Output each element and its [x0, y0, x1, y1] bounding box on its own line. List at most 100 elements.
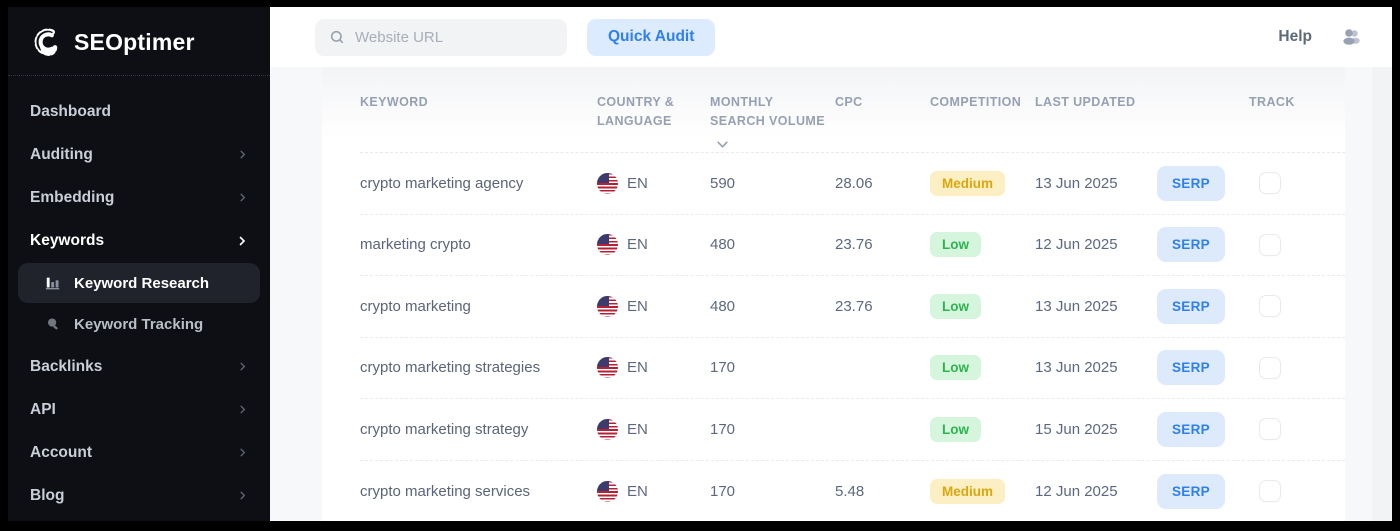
chevron-right-icon	[236, 235, 248, 247]
column-header-cpc[interactable]: CPC	[835, 95, 863, 109]
last-updated-cell: 15 Jun 2025	[1035, 420, 1118, 438]
volume-cell: 590	[710, 174, 736, 192]
volume-cell: 480	[710, 236, 736, 254]
sidebar-item-label: Keyword Tracking	[74, 315, 204, 333]
column-header-monthly-search-volume[interactable]: MONTHLY SEARCH VOLUME	[710, 93, 835, 155]
bar-chart-icon	[44, 274, 62, 292]
sidebar-item-label: Dashboard	[30, 102, 111, 120]
sidebar-item-api[interactable]: API	[8, 388, 270, 431]
cpc-cell: 28.06	[835, 174, 873, 192]
chevron-right-icon	[237, 490, 248, 501]
serp-button[interactable]: SERP	[1157, 165, 1225, 201]
sidebar-item-backlinks[interactable]: Backlinks	[8, 345, 270, 388]
column-header-track[interactable]: TRACK	[1249, 95, 1295, 109]
competition-badge: Low	[930, 232, 981, 258]
sidebar-item-blog[interactable]: Blog	[8, 474, 270, 517]
volume-cell: 480	[710, 297, 736, 315]
us-flag-icon	[597, 480, 618, 502]
sidebar-item-account[interactable]: Account	[8, 431, 270, 474]
quick-audit-button[interactable]: Quick Audit	[587, 18, 716, 56]
logo[interactable]: SEOptimer	[8, 7, 270, 75]
competition-badge: Low	[930, 293, 981, 319]
track-checkbox[interactable]	[1259, 233, 1281, 256]
scrollbar-track[interactable]	[1372, 67, 1392, 521]
chevron-right-icon	[237, 361, 248, 372]
sidebar-item-label: Keywords	[30, 231, 105, 249]
sort-descending-icon[interactable]	[716, 136, 825, 155]
app-window: SEOptimer Dashboard Auditing Embedding K…	[8, 7, 1392, 521]
volume-cell: 170	[710, 359, 736, 377]
keyword-cell: crypto marketing strategies	[360, 359, 541, 377]
sidebar-item-keyword-tracking[interactable]: Keyword Tracking	[18, 304, 260, 344]
competition-badge: Medium	[930, 478, 1006, 504]
column-header-last-updated[interactable]: LAST UPDATED	[1035, 95, 1136, 109]
language-cell: EN	[627, 420, 648, 438]
us-flag-icon	[597, 295, 618, 317]
us-flag-icon	[597, 357, 618, 379]
language-cell: EN	[627, 482, 648, 500]
competition-badge: Medium	[930, 170, 1006, 196]
keywords-submenu: Keyword Research Keyword Tracking	[8, 263, 270, 344]
keyword-cell: crypto marketing strategy	[360, 420, 529, 438]
serp-button[interactable]: SERP	[1157, 288, 1225, 324]
last-updated-cell: 13 Jun 2025	[1035, 174, 1118, 192]
sidebar-item-auditing[interactable]: Auditing	[8, 133, 270, 176]
serp-button[interactable]: SERP	[1157, 227, 1225, 263]
sidebar-item-label: Account	[30, 443, 92, 461]
logo-text: SEOptimer	[74, 28, 195, 55]
cpc-cell: 5.48	[835, 482, 865, 500]
cpc-cell: 23.76	[835, 236, 873, 254]
column-header-competition[interactable]: COMPETITION	[930, 95, 1022, 109]
serp-button[interactable]: SERP	[1157, 411, 1225, 447]
keyword-cell: marketing crypto	[360, 236, 471, 254]
last-updated-cell: 12 Jun 2025	[1035, 236, 1118, 254]
serp-button[interactable]: SERP	[1157, 350, 1225, 386]
keyword-cell: crypto marketing agency	[360, 174, 524, 192]
sidebar-item-label: Embedding	[30, 188, 115, 206]
topbar-right: Help	[1278, 25, 1364, 49]
track-checkbox[interactable]	[1259, 418, 1281, 441]
sidebar-item-keywords[interactable]: Keywords	[8, 219, 270, 262]
track-checkbox[interactable]	[1259, 480, 1281, 503]
language-cell: EN	[627, 359, 648, 377]
us-flag-icon	[597, 418, 618, 440]
last-updated-cell: 12 Jun 2025	[1035, 482, 1118, 500]
last-updated-cell: 13 Jun 2025	[1035, 359, 1118, 377]
keyword-cell: crypto marketing services	[360, 482, 531, 500]
keyword-table-row: crypto marketing services EN 170 5.48 Me…	[360, 461, 1345, 522]
track-checkbox[interactable]	[1259, 172, 1281, 195]
sidebar-item-label: Blog	[30, 486, 65, 504]
main-area: Quick Audit Help KEYWORD COUNTR	[270, 7, 1392, 521]
content-area: KEYWORD COUNTRY & LANGUAGE MONTHLY SEARC…	[270, 67, 1392, 521]
sidebar-item-keyword-research[interactable]: Keyword Research	[18, 263, 260, 303]
track-checkbox[interactable]	[1259, 356, 1281, 379]
column-header-label: MONTHLY SEARCH VOLUME	[710, 95, 825, 129]
search-icon	[329, 29, 345, 45]
column-header-country-language[interactable]: COUNTRY & LANGUAGE	[597, 95, 675, 129]
search-input[interactable]	[355, 28, 553, 46]
sidebar-item-label: Keyword Research	[74, 274, 210, 292]
sidebar: SEOptimer Dashboard Auditing Embedding K…	[8, 7, 270, 521]
sidebar-divider	[8, 75, 270, 76]
competition-badge: Low	[930, 416, 981, 442]
language-cell: EN	[627, 236, 648, 254]
keyword-table-row: crypto marketing strategy EN 170 Low 15 …	[360, 399, 1345, 461]
website-url-search[interactable]	[315, 18, 567, 56]
sidebar-item-label: Auditing	[30, 145, 93, 163]
sidebar-item-dashboard[interactable]: Dashboard	[8, 90, 270, 133]
track-checkbox[interactable]	[1259, 295, 1281, 318]
serp-button[interactable]: SERP	[1157, 473, 1225, 509]
column-header-keyword[interactable]: KEYWORD	[360, 95, 429, 109]
keyword-table-row: crypto marketing EN 480 23.76 Low 13 Jun…	[360, 276, 1345, 338]
sidebar-item-embedding[interactable]: Embedding	[8, 176, 270, 219]
last-updated-cell: 13 Jun 2025	[1035, 297, 1118, 315]
help-link[interactable]: Help	[1278, 28, 1312, 45]
keyword-cell: crypto marketing	[360, 297, 471, 315]
volume-cell: 170	[710, 482, 736, 500]
chevron-right-icon	[237, 447, 248, 458]
user-account-icon[interactable]	[1340, 25, 1364, 49]
keyword-table-row: crypto marketing strategies EN 170 Low 1…	[360, 338, 1345, 399]
keyword-table-row: crypto marketing agency EN 590 28.06 Med…	[360, 153, 1345, 215]
us-flag-icon	[597, 172, 618, 194]
sidebar-item-label: Backlinks	[30, 357, 103, 375]
